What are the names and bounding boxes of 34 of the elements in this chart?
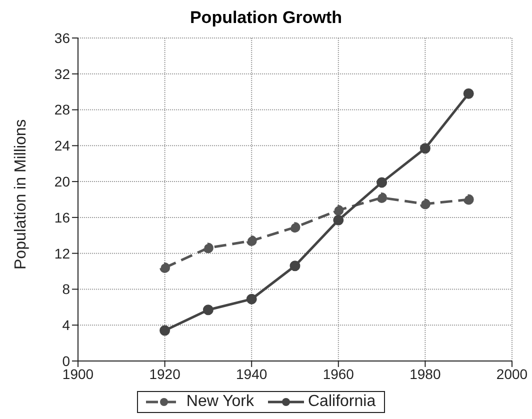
point xyxy=(246,236,257,246)
point xyxy=(420,143,430,154)
point xyxy=(420,198,430,210)
point xyxy=(463,194,474,205)
point xyxy=(160,262,170,273)
x-tick-label: 1920 xyxy=(149,366,181,382)
point xyxy=(290,260,300,272)
x-tick-label: 1980 xyxy=(410,366,441,382)
chart-title: Population Growth xyxy=(190,8,342,27)
point xyxy=(160,325,170,336)
y-tick-label: 16 xyxy=(54,209,70,226)
y-tick-label: 32 xyxy=(54,66,70,82)
y-tick-label: 24 xyxy=(54,138,70,154)
y-tick-label: 28 xyxy=(54,102,70,118)
legend-label: California xyxy=(308,393,376,411)
x-tick-label: 1960 xyxy=(322,366,354,382)
x-tick-label: 2000 xyxy=(496,366,528,382)
point xyxy=(202,242,214,254)
y-axis-title: Population in Millions xyxy=(12,119,30,270)
point xyxy=(246,294,257,304)
point xyxy=(333,205,344,216)
point xyxy=(202,304,214,316)
y-tick-label: 12 xyxy=(54,245,70,262)
point xyxy=(376,192,388,203)
y-tick-label: 4 xyxy=(62,317,70,334)
x-tick-label: 1940 xyxy=(236,366,268,382)
y-tick-label: 36 xyxy=(54,30,70,46)
point xyxy=(290,222,300,233)
y-tick-label: 8 xyxy=(62,281,70,298)
point xyxy=(463,88,474,99)
y-tick-label: 20 xyxy=(54,174,70,190)
legend-label: New York xyxy=(186,393,254,411)
point xyxy=(333,214,344,226)
point xyxy=(376,177,388,188)
